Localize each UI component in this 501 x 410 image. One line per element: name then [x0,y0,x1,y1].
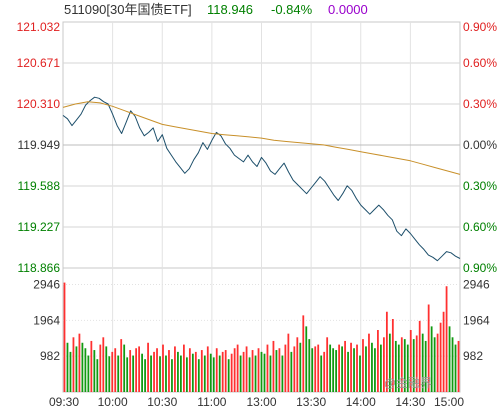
time-tick-label: 10:00 [98,395,128,409]
volume-tick-label-right: 1964 [463,313,490,327]
header-price: 118.946 [207,2,253,17]
price-tick-label: 119.227 [18,220,61,234]
pct-tick-label: 0.30% [463,97,497,111]
price-tick-label: 118.866 [18,261,61,275]
pct-tick-label: 0.60% [463,56,497,70]
time-tick-label: 11:00 [197,395,226,409]
time-tick-label: 09:30 [49,395,79,409]
time-tick-label: 14:00 [346,395,376,409]
pct-tick-label: 0.00% [463,138,497,152]
watermark-text: @金融界 [384,375,432,390]
pct-tick-label: 0.60% [463,220,497,234]
price-tick-label: 120.671 [17,56,61,70]
volume-bars [63,282,460,392]
time-tick-label: 10:30 [147,395,177,409]
volume-tick-label: 982 [40,349,60,363]
average-price-line [62,101,461,175]
price-tick-label: 119.949 [18,138,61,152]
price-lines [62,96,461,262]
time-tick-label: 13:00 [246,395,276,409]
volume-tick-label: 2946 [33,278,60,292]
grid-layer [63,22,460,392]
volume-tick-label-right: 2946 [463,278,490,292]
header-volume-text: 0.0000 [328,2,368,17]
time-tick-label: 15:00 [434,395,464,409]
volume-tick-label-right: 982 [463,349,483,363]
header-title: 511090[30年国债ETF] [64,2,192,17]
header-change-pct: -0.84% [271,2,313,17]
axis-labels: 121.032 0.90% 120.671 0.60% 120.310 0.30% 119.… [17,20,498,409]
time-tick-label: 14:30 [395,395,425,409]
pct-tick-label: 0.90% [463,20,497,34]
volume-tick-label: 1964 [33,313,60,327]
price-tick-label: 121.032 [17,20,61,34]
pct-tick-label: 0.90% [463,261,497,275]
time-tick-label: 13:30 [296,395,326,409]
price-tick-label: 119.588 [18,179,61,193]
price-line [62,96,461,262]
pct-tick-label: 0.30% [463,179,497,193]
price-tick-label: 120.310 [17,97,61,111]
